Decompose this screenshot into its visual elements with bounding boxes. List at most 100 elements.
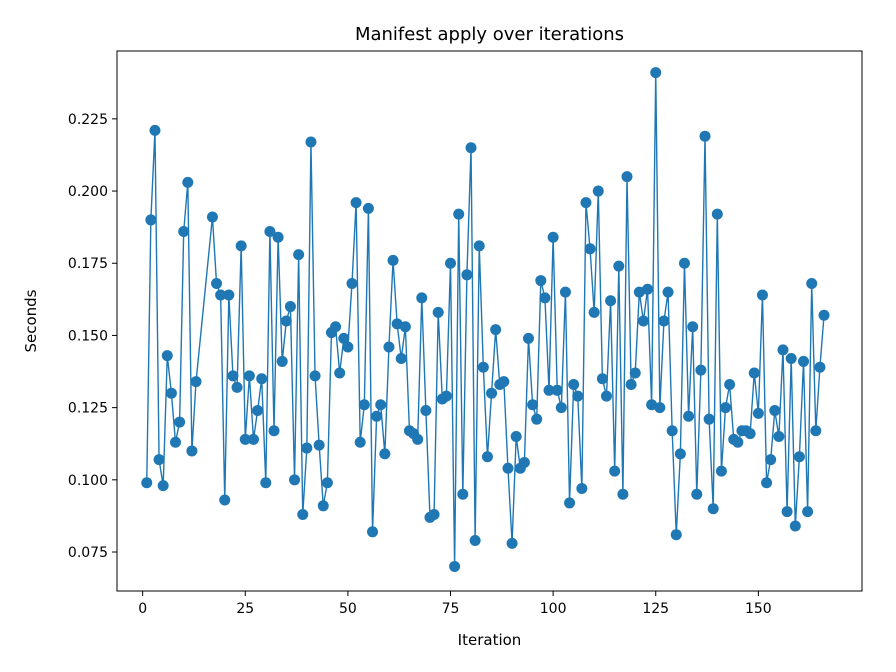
data-point bbox=[235, 240, 247, 252]
data-point bbox=[157, 480, 169, 492]
data-point bbox=[346, 277, 358, 289]
data-point bbox=[744, 428, 756, 440]
data-point bbox=[256, 373, 268, 385]
data-point bbox=[658, 315, 670, 327]
data-point bbox=[416, 292, 428, 304]
x-tick-label: 75 bbox=[442, 601, 460, 617]
data-point bbox=[699, 130, 711, 142]
data-point bbox=[691, 488, 703, 500]
data-point bbox=[703, 413, 715, 425]
data-point bbox=[564, 497, 576, 509]
data-point bbox=[650, 67, 662, 79]
data-point bbox=[223, 289, 235, 301]
data-point bbox=[806, 277, 818, 289]
data-point bbox=[818, 309, 830, 321]
y-axis-label: Seconds bbox=[22, 289, 40, 352]
data-point bbox=[522, 332, 534, 344]
data-point bbox=[625, 379, 637, 391]
data-point bbox=[206, 211, 218, 223]
data-point bbox=[227, 370, 239, 382]
data-point bbox=[293, 249, 305, 261]
data-point bbox=[387, 254, 399, 266]
data-point bbox=[789, 520, 801, 532]
data-point bbox=[666, 425, 678, 437]
data-point bbox=[420, 405, 432, 417]
data-point bbox=[169, 436, 181, 448]
data-point bbox=[609, 465, 621, 477]
data-point bbox=[305, 136, 317, 148]
data-point bbox=[637, 315, 649, 327]
data-point bbox=[215, 289, 227, 301]
data-point bbox=[773, 431, 785, 443]
data-point bbox=[502, 462, 514, 474]
data-point bbox=[465, 142, 477, 154]
data-point bbox=[239, 433, 251, 445]
data-point bbox=[531, 413, 543, 425]
data-point bbox=[362, 202, 374, 214]
data-point bbox=[272, 231, 284, 243]
data-point bbox=[543, 384, 555, 396]
data-point bbox=[297, 508, 309, 520]
data-point bbox=[174, 416, 186, 428]
y-tick-label: 0.075 bbox=[68, 545, 108, 561]
data-point bbox=[551, 384, 563, 396]
data-point bbox=[432, 306, 444, 318]
data-point bbox=[724, 379, 736, 391]
data-point bbox=[580, 197, 592, 209]
data-point bbox=[371, 410, 383, 422]
data-point bbox=[145, 214, 157, 226]
data-point bbox=[165, 387, 177, 399]
data-point bbox=[334, 367, 346, 379]
data-point bbox=[769, 405, 781, 417]
data-point bbox=[445, 257, 457, 269]
data-point bbox=[477, 361, 489, 373]
data-point bbox=[798, 355, 810, 367]
data-point bbox=[654, 402, 666, 414]
data-point bbox=[367, 526, 379, 538]
data-point bbox=[473, 240, 485, 252]
data-point bbox=[330, 321, 342, 333]
data-point bbox=[440, 390, 452, 402]
data-point bbox=[506, 537, 518, 549]
data-point bbox=[289, 474, 301, 486]
data-point bbox=[490, 324, 502, 336]
data-point bbox=[301, 442, 313, 454]
data-point bbox=[268, 425, 280, 437]
data-point bbox=[280, 315, 292, 327]
data-point bbox=[765, 454, 777, 466]
data-point bbox=[375, 399, 387, 411]
data-point bbox=[231, 381, 243, 393]
data-point bbox=[617, 488, 629, 500]
series-layer bbox=[141, 67, 830, 572]
data-point bbox=[461, 269, 473, 281]
y-tick-label: 0.225 bbox=[68, 112, 108, 128]
data-point bbox=[313, 439, 325, 451]
data-point bbox=[321, 477, 333, 489]
data-point bbox=[317, 500, 329, 512]
y-tick-label: 0.200 bbox=[68, 184, 108, 200]
data-point bbox=[354, 436, 366, 448]
data-point bbox=[600, 390, 612, 402]
data-point bbox=[211, 277, 223, 289]
data-point bbox=[547, 231, 559, 243]
data-point bbox=[642, 283, 654, 295]
data-point bbox=[687, 321, 699, 333]
data-point bbox=[379, 448, 391, 460]
y-tick-label: 0.175 bbox=[68, 256, 108, 272]
data-point bbox=[453, 208, 465, 220]
data-point bbox=[338, 332, 350, 344]
data-point bbox=[190, 376, 202, 388]
data-point bbox=[153, 454, 165, 466]
data-point bbox=[568, 379, 580, 391]
data-point bbox=[247, 433, 259, 445]
x-axis-label: Iteration bbox=[458, 631, 522, 649]
data-point bbox=[810, 425, 822, 437]
data-point bbox=[252, 405, 264, 417]
data-point bbox=[486, 387, 498, 399]
data-point bbox=[309, 370, 321, 382]
data-point bbox=[284, 301, 296, 313]
data-point bbox=[781, 506, 793, 518]
data-point bbox=[559, 286, 571, 298]
data-point bbox=[428, 508, 440, 520]
data-point bbox=[777, 344, 789, 356]
